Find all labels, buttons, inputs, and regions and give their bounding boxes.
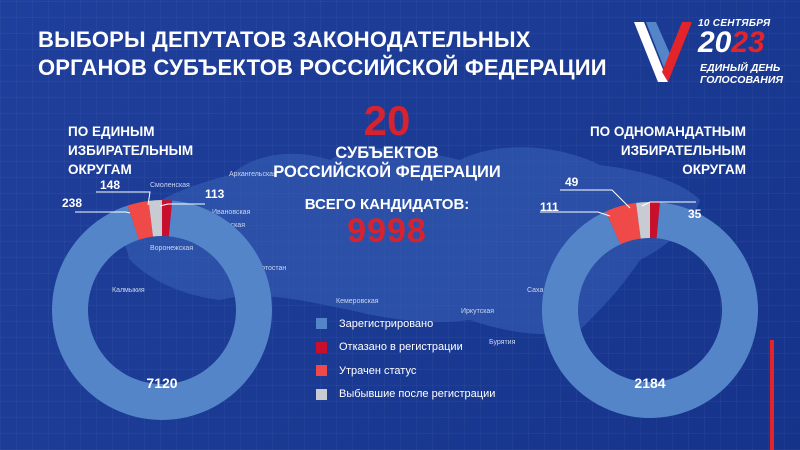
v-check-icon — [634, 22, 692, 82]
callout-line — [75, 211, 131, 214]
chart-title-line: ИЗБИРАТЕЛЬНЫМ — [620, 143, 746, 158]
slice-value-label-withdrawn: 49 — [565, 175, 579, 189]
logo-year-suffix: 23 — [731, 26, 765, 59]
legend-item-registered: Зарегистрировано — [316, 312, 495, 336]
map-region-label: Бурятия — [489, 339, 516, 346]
page-title: ВЫБОРЫ ДЕПУТАТОВ ЗАКОНОДАТЕЛЬНЫХ ОРГАНОВ… — [38, 26, 618, 82]
legend-label: Выбывшие после регистрации — [339, 388, 496, 401]
callout-line — [641, 201, 696, 207]
chart-title-line: ИЗБИРАТЕЛЬНЫМ — [68, 143, 194, 158]
chart-title-line: ПО ОДНОМАНДАТНЫМ — [589, 124, 746, 139]
donut-slice-lost-status — [127, 200, 153, 240]
slice-value-label-refused: 35 — [688, 207, 702, 221]
map-region-label: Смоленская — [150, 182, 190, 189]
callout-line — [96, 191, 151, 206]
legend-swatch — [316, 341, 327, 353]
map-region-label: Воронежская — [150, 245, 193, 252]
title-line-2: ОРГАНОВ СУБЪЕКТОВ РОССИЙСКОЙ ФЕДЕРАЦИИ — [38, 55, 607, 80]
map-region-label: Ивановская — [212, 209, 251, 216]
legend-label: Отказано в регистрации — [339, 341, 463, 354]
donut-chart-2: 2184 35 49 111 — [540, 175, 758, 418]
legend-swatch — [316, 388, 327, 400]
legend-label: Зарегистрировано — [339, 317, 434, 330]
map-region-label: Калмыкия — [112, 287, 145, 294]
subjects-line-2: РОССИЙСКОЙ ФЕДЕРАЦИИ — [273, 163, 501, 181]
callout-line — [540, 211, 611, 217]
logo-date: 10 СЕНТЯБРЯ — [698, 18, 771, 29]
donut-slice-refused — [650, 202, 660, 239]
donut-slice-registered — [542, 202, 758, 418]
donut-chart-1: 7120 113 148 238 — [51, 178, 272, 420]
chart-title-party-list: ПО ЕДИНЫМ ИЗБИРАТЕЛЬНЫМ ОКРУГАМ — [68, 122, 193, 179]
legend-item-withdrawn: Выбывшие после регистрации — [316, 383, 495, 407]
donut-slice-withdrawn — [636, 202, 650, 239]
logo-year-prefix: 20 — [698, 26, 732, 59]
logo-line-2: ГОЛОСОВАНИЯ — [700, 74, 784, 86]
slice-value-label-registered: 7120 — [146, 375, 177, 391]
election-day-logo: 10 СЕНТЯБРЯ 2023 ЕДИНЫЙ ДЕНЬ ГОЛОСОВАНИЯ — [628, 10, 788, 90]
donut-slice-registered — [51, 200, 272, 420]
legend-swatch — [316, 365, 327, 377]
map-region-label: Архангельская — [229, 171, 277, 178]
total-candidates-label: ВСЕГО КАНДИДАТОВ: — [304, 196, 470, 213]
subjects-line-1: СУБЪЕКТОВ — [335, 144, 439, 162]
legend-swatch — [316, 318, 327, 330]
legend-item-lost-status: Утрачен статус — [316, 359, 495, 383]
callout-line — [159, 203, 205, 207]
map-region-label: Кемеровская — [336, 298, 379, 305]
total-candidates-value: 9998 — [347, 212, 427, 250]
decorative-red-bar — [770, 340, 774, 450]
chart-title-line: ОКРУГАМ — [68, 162, 132, 177]
slice-value-label-withdrawn: 148 — [100, 178, 120, 192]
legend-label: Утрачен статус — [339, 364, 417, 377]
donut-slice-lost-status — [605, 202, 641, 245]
logo-year: 2023 — [698, 28, 765, 58]
slice-value-label-lost-status: 238 — [62, 196, 82, 210]
donut-slice-withdrawn — [148, 200, 162, 237]
callout-line — [560, 189, 631, 209]
slice-value-label-registered: 2184 — [634, 375, 665, 391]
chart-title-line: ОКРУГАМ — [682, 162, 746, 177]
legend-item-refused: Отказано в регистрации — [316, 336, 495, 360]
title-line-1: ВЫБОРЫ ДЕПУТАТОВ ЗАКОНОДАТЕЛЬНЫХ — [38, 27, 531, 52]
subjects-count: 20 — [363, 97, 411, 144]
map-region-label: Иркутская — [461, 308, 494, 315]
slice-value-label-refused: 113 — [205, 187, 225, 201]
summary-block: 20 СУБЪЕКТОВ РОССИЙСКОЙ ФЕДЕРАЦИИ ВСЕГО … — [262, 97, 512, 250]
logo-line-1: ЕДИНЫЙ ДЕНЬ — [700, 62, 781, 74]
chart-title-line: ПО ЕДИНЫМ — [68, 124, 155, 139]
chart-title-single-mandate: ПО ОДНОМАНДАТНЫМ ИЗБИРАТЕЛЬНЫМ ОКРУГАМ — [556, 122, 746, 179]
donut-slice-refused — [162, 200, 173, 237]
slice-value-label-lost-status: 111 — [540, 200, 559, 214]
legend: Зарегистрировано Отказано в регистрации … — [316, 312, 495, 406]
